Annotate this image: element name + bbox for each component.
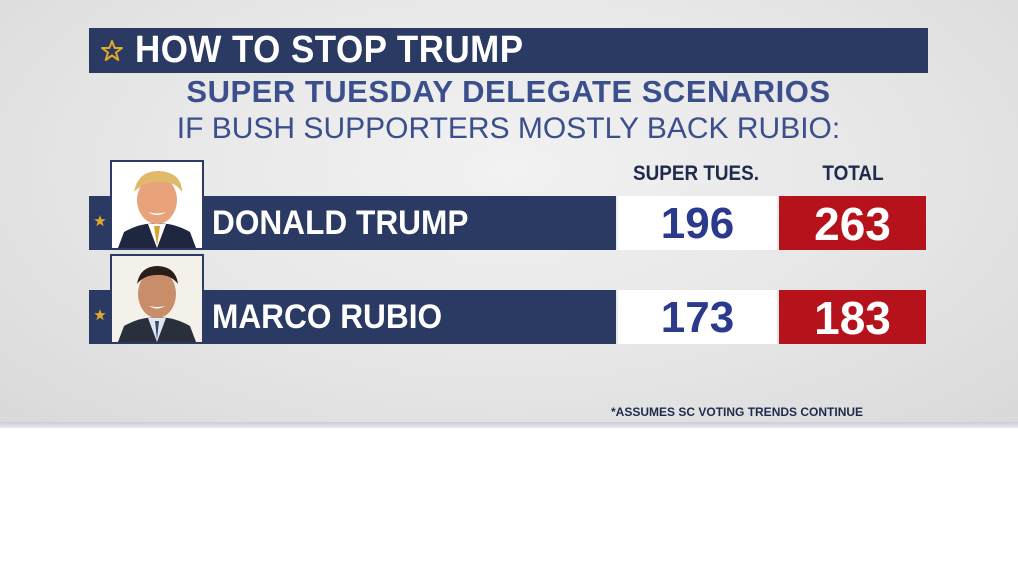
column-header-super-tues: SUPER TUES.	[632, 162, 760, 185]
subtitle: SUPER TUESDAY DELEGATE SCENARIOS	[186, 74, 831, 109]
star-icon	[94, 215, 106, 227]
table-row: DONALD TRUMP 196 263	[89, 160, 928, 250]
candidate-portrait	[110, 254, 204, 344]
candidate-portrait	[110, 160, 204, 250]
page-title: HOW TO STOP TRUMP	[135, 29, 524, 71]
scenario-text: IF BUSH SUPPORTERS MOSTLY BACK RUBIO:	[176, 112, 841, 145]
super-tues-value: 196	[618, 196, 777, 250]
column-header-total: TOTAL	[822, 162, 884, 185]
star-outline-icon	[89, 39, 135, 63]
total-value: 263	[779, 196, 926, 250]
candidate-name: MARCO RUBIO	[212, 298, 443, 336]
super-tues-value: 173	[618, 290, 777, 344]
candidate-name: DONALD TRUMP	[212, 204, 469, 242]
table-row: MARCO RUBIO 173 183	[89, 254, 928, 344]
broadcast-graphic: HOW TO STOP TRUMP SUPER TUESDAY DELEGATE…	[0, 0, 1018, 426]
total-value: 183	[779, 290, 926, 344]
divider	[0, 422, 1018, 428]
title-bar: HOW TO STOP TRUMP	[89, 28, 928, 73]
footnote: *ASSUMES SC VOTING TRENDS CONTINUE	[611, 405, 864, 419]
star-icon	[94, 309, 106, 321]
